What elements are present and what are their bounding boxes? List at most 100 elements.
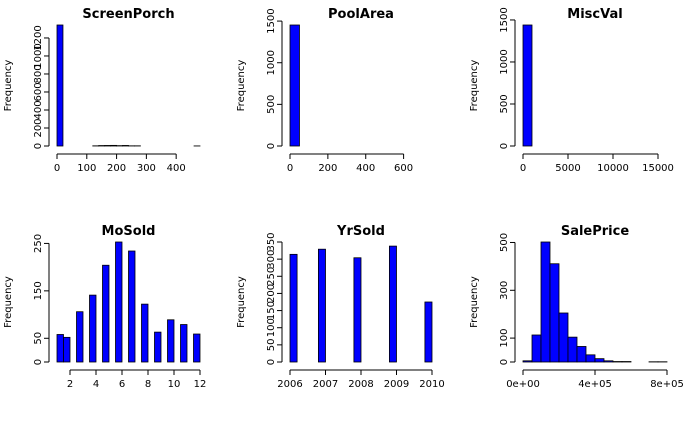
x-tick-label: 2008: [348, 379, 373, 390]
y-axis-label: Frequency: [3, 276, 14, 328]
histogram-bar: [193, 333, 201, 363]
histogram-bar: [104, 145, 112, 147]
y-tick-label: 250: [33, 234, 44, 253]
x-tick-label: 200: [318, 163, 337, 174]
x-tick-label: 15000: [642, 163, 674, 174]
y-tick-label: 1000: [266, 50, 277, 75]
y-tick-label: 50: [266, 338, 277, 351]
chart-title: YrSold: [336, 224, 385, 239]
y-tick-label: 50: [33, 332, 44, 345]
x-tick-label: 2006: [277, 379, 302, 390]
x-tick-label: 0e+00: [506, 379, 540, 390]
histogram-bar: [89, 294, 97, 363]
x-tick-label: 0: [54, 163, 60, 174]
histogram-bar: [289, 24, 300, 147]
x-tick-label: 2007: [313, 379, 338, 390]
x-tick-label: 5000: [555, 163, 580, 174]
histogram-bar: [180, 324, 188, 363]
histogram-bar: [558, 312, 569, 363]
histogram-bar: [576, 346, 587, 363]
chart-title: MoSold: [102, 224, 156, 239]
histogram-bar: [289, 253, 298, 363]
x-tick-label: 0: [287, 163, 293, 174]
x-tick-label: 0: [520, 163, 526, 174]
histogram-bar: [141, 303, 149, 363]
x-tick-label: 12: [194, 379, 207, 390]
x-tick-label: 4e+05: [578, 379, 612, 390]
x-tick-label: 400: [356, 163, 375, 174]
y-tick-label: 600: [33, 82, 44, 101]
histogram-bar: [56, 24, 64, 147]
histogram-bar: [585, 354, 596, 363]
y-tick-label: 1000: [499, 49, 510, 74]
y-tick-label: 1000: [33, 43, 44, 68]
histogram-bar: [102, 264, 110, 363]
histogram-bar: [317, 248, 326, 363]
y-tick-label: 1500: [266, 8, 277, 33]
y-tick-label: 100: [266, 318, 277, 337]
x-tick-label: 10: [168, 379, 181, 390]
histogram-bar: [549, 263, 560, 363]
histogram-bar: [353, 257, 362, 363]
y-tick-label: 1200: [33, 25, 44, 50]
y-tick-label: 150: [266, 301, 277, 320]
y-tick-label: 0: [266, 359, 277, 365]
x-tick-label: 2: [67, 379, 73, 390]
y-tick-label: 200: [33, 118, 44, 137]
histogram-panel-poolarea: PoolArea 0 200 400 600 0 500 1000 1500 Frequency: [236, 7, 413, 174]
histogram-bar: [122, 145, 129, 147]
y-tick-label: 350: [266, 232, 277, 251]
chart-title: PoolArea: [328, 7, 394, 22]
y-tick-label: 0: [33, 359, 44, 365]
x-tick-label: 2009: [384, 379, 409, 390]
y-tick-label: 200: [266, 284, 277, 303]
histogram-bar: [154, 331, 162, 363]
y-tick-label: 500: [499, 94, 510, 113]
y-axis-label: Frequency: [236, 276, 247, 328]
histogram-bar: [56, 334, 64, 363]
y-tick-label: 0: [499, 359, 510, 365]
x-tick-label: 400: [167, 163, 186, 174]
x-tick-label: 2010: [419, 379, 444, 390]
histogram-panel-yrsold: YrSold 2006 2007 2008 2009 2010 0 5010015020025…: [236, 224, 445, 390]
y-tick-label: 300: [499, 281, 510, 300]
histogram-panel-saleprice: SalePrice 0e+00 4e+05 8e+05 0 100 300 500 Freque…: [469, 224, 684, 390]
y-tick-label: 0: [266, 143, 277, 149]
y-tick-label: 0: [499, 143, 510, 149]
histogram-bar: [531, 334, 542, 363]
chart-title: MiscVal: [567, 7, 622, 22]
y-tick-label: 500: [266, 95, 277, 114]
x-tick-label: 4: [93, 379, 99, 390]
histogram-bar: [388, 245, 397, 363]
y-tick-label: 0: [33, 143, 44, 149]
x-tick-label: 6: [119, 379, 125, 390]
y-axis-label: Frequency: [469, 60, 480, 112]
histogram-bar: [567, 336, 578, 363]
y-tick-label: 400: [33, 100, 44, 119]
histogram-bar: [603, 360, 614, 363]
chart-title: ScreenPorch: [82, 7, 174, 22]
histogram-bar: [115, 241, 123, 363]
histogram-bar: [76, 311, 84, 363]
histogram-bar: [522, 360, 533, 363]
x-tick-label: 600: [394, 163, 413, 174]
histogram-bar: [63, 336, 71, 363]
histogram-panel-miscval: MiscVal 0 5000 10000 15000 0 500 1000 1500 Freque…: [469, 7, 674, 174]
y-tick-label: 250: [266, 267, 277, 286]
x-tick-label: 300: [137, 163, 156, 174]
histogram-bar: [128, 250, 136, 363]
x-tick-label: 200: [107, 163, 126, 174]
chart-title: SalePrice: [561, 224, 630, 239]
histogram-panel-mosold: MoSold 2 4 6 8 10 12 0 50 150 250 Frequency: [3, 224, 206, 390]
x-tick-label: 8e+05: [650, 379, 684, 390]
histogram-bar: [522, 24, 533, 147]
x-tick-label: 8: [145, 379, 151, 390]
histogram-bar: [167, 319, 175, 363]
histogram-bar: [540, 241, 551, 363]
y-tick-label: 1500: [499, 7, 510, 32]
x-tick-label: 100: [77, 163, 96, 174]
histogram-bar: [110, 144, 117, 147]
histogram-bar: [424, 301, 433, 363]
histogram-bar: [594, 358, 605, 363]
